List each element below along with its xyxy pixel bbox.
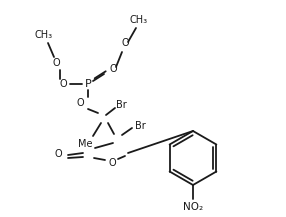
Text: CH₃: CH₃ (35, 30, 53, 40)
Text: O: O (121, 38, 129, 48)
Text: NO₂: NO₂ (183, 202, 203, 212)
Text: Br: Br (135, 121, 145, 131)
Text: O: O (54, 149, 62, 159)
Text: CH₃: CH₃ (130, 15, 148, 25)
Text: O: O (59, 79, 67, 89)
Text: Me: Me (78, 139, 92, 149)
Text: O: O (109, 64, 117, 74)
Text: O: O (76, 98, 84, 108)
Text: O: O (52, 58, 60, 68)
Text: O: O (108, 158, 116, 168)
Text: Br: Br (116, 100, 126, 110)
Text: P: P (85, 79, 91, 89)
